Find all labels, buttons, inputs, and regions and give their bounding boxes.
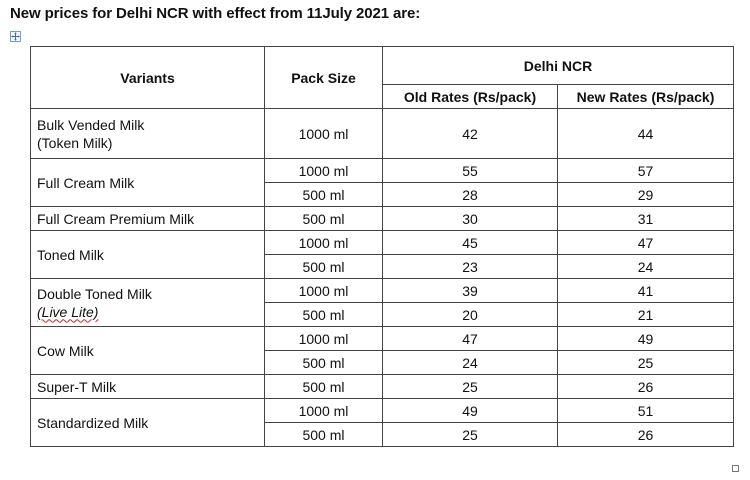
pack-size-cell: 1000 ml bbox=[264, 398, 383, 423]
header-pack-size: Pack Size bbox=[264, 46, 383, 109]
new-rate-cell: 25 bbox=[557, 350, 734, 375]
pack-size-cell: 1000 ml bbox=[264, 230, 383, 255]
old-rate-cell: 30 bbox=[382, 206, 558, 231]
variant-toned-milk: Toned Milk bbox=[30, 230, 265, 279]
new-rate-cell: 31 bbox=[557, 206, 734, 231]
new-rate-cell: 26 bbox=[557, 374, 734, 399]
new-rate-cell: 49 bbox=[557, 326, 734, 351]
variant-full-cream-premium-milk: Full Cream Premium Milk bbox=[30, 206, 265, 231]
new-rate-cell: 41 bbox=[557, 278, 734, 303]
price-table: Variants Pack Size Delhi NCR Old Rates (… bbox=[30, 46, 734, 447]
variant-standardized-milk: Standardized Milk bbox=[30, 398, 265, 447]
variant-line: Double Toned Milk bbox=[37, 285, 152, 302]
old-rate-cell: 25 bbox=[382, 422, 558, 447]
variant-super-t-milk: Super-T Milk bbox=[30, 374, 265, 399]
variant-full-cream-milk: Full Cream Milk bbox=[30, 158, 265, 207]
new-rate-cell: 51 bbox=[557, 398, 734, 423]
old-rate-cell: 55 bbox=[382, 158, 558, 183]
new-rate-cell: 47 bbox=[557, 230, 734, 255]
new-rate-cell: 24 bbox=[557, 254, 734, 279]
variant-cow-milk: Cow Milk bbox=[30, 326, 265, 375]
pack-size-cell: 500 ml bbox=[264, 422, 383, 447]
pack-size-cell: 500 ml bbox=[264, 374, 383, 399]
header-new-rates: New Rates (Rs/pack) bbox=[557, 84, 734, 109]
pack-size-cell: 500 ml bbox=[264, 182, 383, 207]
old-rate-cell: 42 bbox=[382, 108, 558, 159]
old-rate-cell: 47 bbox=[382, 326, 558, 351]
pack-size-cell: 1000 ml bbox=[264, 108, 383, 159]
new-rate-cell: 44 bbox=[557, 108, 734, 159]
pack-size-cell: 500 ml bbox=[264, 302, 383, 327]
pack-size-cell: 500 ml bbox=[264, 254, 383, 279]
page-heading: New prices for Delhi NCR with effect fro… bbox=[10, 5, 421, 22]
pack-size-cell: 1000 ml bbox=[264, 158, 383, 183]
old-rate-cell: 20 bbox=[382, 302, 558, 327]
old-rate-cell: 23 bbox=[382, 254, 558, 279]
pack-size-cell: 500 ml bbox=[264, 206, 383, 231]
new-rate-cell: 21 bbox=[557, 302, 734, 327]
variant-subbrand: (Live Lite) bbox=[37, 303, 99, 320]
old-rate-cell: 45 bbox=[382, 230, 558, 255]
old-rate-cell: 39 bbox=[382, 278, 558, 303]
table-resize-icon[interactable] bbox=[732, 465, 739, 472]
table-move-icon[interactable] bbox=[10, 31, 21, 42]
variant-line: (Token Milk) bbox=[37, 134, 113, 151]
old-rate-cell: 28 bbox=[382, 182, 558, 207]
variant-bulk-vended-milk: Bulk Vended Milk (Token Milk) bbox=[30, 108, 265, 159]
old-rate-cell: 49 bbox=[382, 398, 558, 423]
new-rate-cell: 26 bbox=[557, 422, 734, 447]
header-old-rates: Old Rates (Rs/pack) bbox=[382, 84, 558, 109]
old-rate-cell: 24 bbox=[382, 350, 558, 375]
new-rate-cell: 57 bbox=[557, 158, 734, 183]
old-rate-cell: 25 bbox=[382, 374, 558, 399]
variant-line: Bulk Vended Milk bbox=[37, 116, 145, 133]
header-variants: Variants bbox=[30, 46, 265, 109]
new-rate-cell: 29 bbox=[557, 182, 734, 207]
pack-size-cell: 1000 ml bbox=[264, 326, 383, 351]
variant-double-toned-milk: Double Toned Milk (Live Lite) bbox=[30, 278, 265, 327]
header-region: Delhi NCR bbox=[382, 46, 734, 85]
pack-size-cell: 500 ml bbox=[264, 350, 383, 375]
pack-size-cell: 1000 ml bbox=[264, 278, 383, 303]
